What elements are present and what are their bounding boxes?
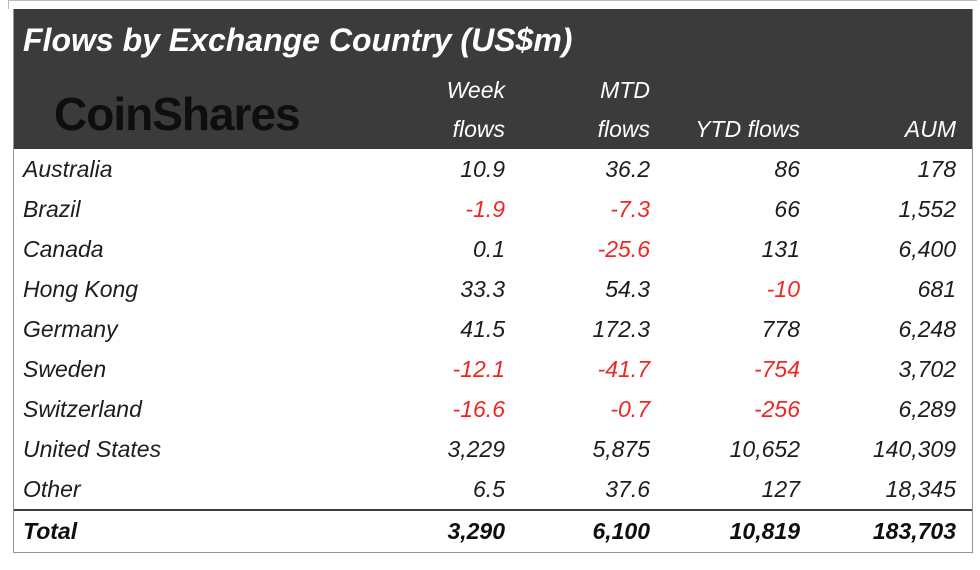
aum-cell: 140,309	[872, 435, 956, 462]
week-flows-cell: 6.5	[473, 475, 505, 502]
mtd-flows-cell: -25.6	[597, 235, 650, 262]
week-flows-cell: 10.9	[460, 155, 505, 182]
table-row-other: Other 6.5 37.6 127 18,345	[14, 469, 972, 509]
column-header-mtd-flows: MTD flows	[505, 71, 650, 149]
aum-cell: 18,345	[885, 475, 956, 502]
country-cell: Brazil	[23, 195, 81, 222]
country-cell: United States	[23, 435, 162, 462]
column-header-week-line2: flows	[452, 116, 505, 142]
total-week-flows-cell: 3,290	[447, 518, 505, 544]
table-row-sweden: Sweden -12.1 -41.7 -754 3,702	[14, 349, 972, 389]
column-header-mtd-line1: MTD	[600, 77, 650, 103]
country-cell: Germany	[23, 315, 118, 342]
column-header-ytd-flows: YTD flows	[650, 110, 800, 149]
spreadsheet-left-tick	[8, 0, 9, 9]
table-row-germany: Germany 41.5 172.3 778 6,248	[14, 309, 972, 349]
week-flows-cell: 0.1	[473, 235, 505, 262]
mtd-flows-cell: 37.6	[605, 475, 650, 502]
week-flows-cell: -1.9	[465, 195, 505, 222]
total-mtd-flows-cell: 6,100	[592, 518, 650, 544]
country-cell: Other	[23, 475, 81, 502]
table-row-canada: Canada 0.1 -25.6 131 6,400	[14, 229, 972, 269]
week-flows-cell: -12.1	[452, 355, 505, 382]
column-header-week-flows: Week flows	[310, 71, 505, 149]
ytd-flows-cell: -754	[753, 355, 800, 382]
table-row-hong-kong: Hong Kong 33.3 54.3 -10 681	[14, 269, 972, 309]
mtd-flows-cell: -41.7	[597, 355, 650, 382]
aum-cell: 6,400	[898, 235, 956, 262]
country-cell: Canada	[23, 235, 104, 262]
week-flows-cell: 41.5	[460, 315, 505, 342]
spreadsheet-top-hairline	[8, 0, 977, 1]
mtd-flows-cell: 36.2	[605, 155, 650, 182]
column-header-aum-label: AUM	[904, 116, 956, 142]
table-title: Flows by Exchange Country (US$m)	[23, 22, 573, 58]
mtd-flows-cell: 172.3	[592, 315, 650, 342]
country-cell: Hong Kong	[23, 275, 139, 302]
ytd-flows-cell: 10,652	[729, 435, 800, 462]
mtd-flows-cell: -0.7	[610, 395, 650, 422]
week-flows-cell: -16.6	[452, 395, 505, 422]
column-header-ytd-label: YTD flows	[695, 116, 800, 142]
table-header: Flows by Exchange Country (US$m) CoinSha…	[14, 9, 972, 149]
total-label: Total	[23, 518, 78, 544]
table-row-brazil: Brazil -1.9 -7.3 66 1,552	[14, 189, 972, 229]
mtd-flows-cell: 5,875	[592, 435, 650, 462]
flows-table: Flows by Exchange Country (US$m) CoinSha…	[13, 9, 973, 553]
mtd-flows-cell: 54.3	[605, 275, 650, 302]
column-header-mtd-line2: flows	[597, 116, 650, 142]
table-row-australia: Australia 10.9 36.2 86 178	[14, 149, 972, 189]
ytd-flows-cell: 127	[761, 475, 800, 502]
week-flows-cell: 33.3	[460, 275, 505, 302]
total-ytd-flows-cell: 10,819	[729, 518, 800, 544]
ytd-flows-cell: -10	[766, 275, 800, 302]
aum-cell: 178	[917, 155, 956, 182]
aum-cell: 3,702	[898, 355, 956, 382]
table-row-switzerland: Switzerland -16.6 -0.7 -256 6,289	[14, 389, 972, 429]
table-row-united-states: United States 3,229 5,875 10,652 140,309	[14, 429, 972, 469]
ytd-flows-cell: 778	[761, 315, 800, 342]
week-flows-cell: 3,229	[447, 435, 505, 462]
ytd-flows-cell: 86	[774, 155, 800, 182]
table-row-total: Total 3,290 6,100 10,819 183,703	[14, 509, 972, 552]
total-aum-cell: 183,703	[872, 518, 956, 544]
aum-cell: 681	[917, 275, 956, 302]
ytd-flows-cell: -256	[753, 395, 800, 422]
ytd-flows-cell: 131	[761, 235, 800, 262]
column-header-aum: AUM	[800, 110, 972, 149]
country-cell: Switzerland	[23, 395, 142, 422]
ytd-flows-cell: 66	[774, 195, 800, 222]
aum-cell: 6,289	[898, 395, 956, 422]
coinshares-logo: CoinShares	[54, 88, 301, 140]
country-cell: Australia	[23, 155, 113, 182]
country-cell: Sweden	[23, 355, 107, 382]
table-body: Australia 10.9 36.2 86 178 Brazil -1.9 -…	[14, 149, 972, 552]
mtd-flows-cell: -7.3	[610, 195, 650, 222]
aum-cell: 1,552	[898, 195, 956, 222]
column-header-week-line1: Week	[446, 77, 505, 103]
column-header-row: CoinShares Week flows MTD flows YTD flow…	[14, 62, 972, 149]
aum-cell: 6,248	[898, 315, 956, 342]
